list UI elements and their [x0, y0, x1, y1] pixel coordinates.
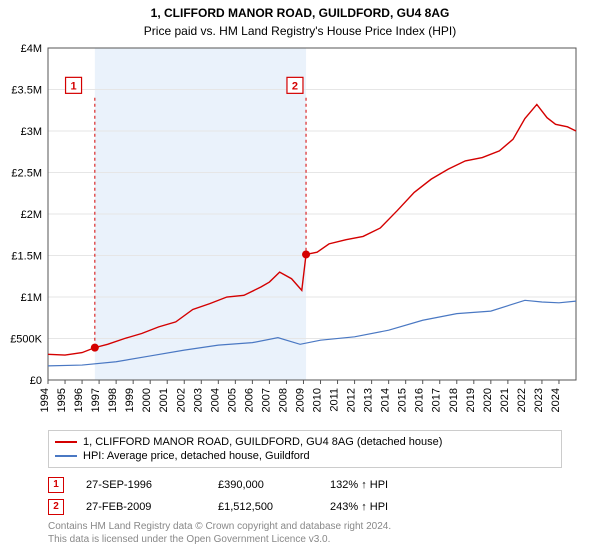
svg-text:£500K: £500K: [10, 334, 42, 346]
svg-text:2023: 2023: [533, 388, 545, 412]
svg-text:2016: 2016: [414, 388, 426, 412]
footer-line2: This data is licensed under the Open Gov…: [48, 533, 391, 546]
svg-text:2022: 2022: [516, 388, 528, 412]
svg-text:1996: 1996: [73, 388, 85, 412]
svg-text:2002: 2002: [175, 388, 187, 412]
tx-hpi: 132% ↑ HPI: [330, 479, 420, 491]
legend-swatch: [55, 441, 77, 443]
marker-badge: 2: [48, 499, 64, 515]
svg-text:£3.5M: £3.5M: [11, 85, 42, 97]
svg-text:2021: 2021: [499, 388, 511, 412]
footer-line1: Contains HM Land Registry data © Crown c…: [48, 520, 391, 533]
svg-text:2015: 2015: [397, 388, 409, 412]
table-row: 2 27-FEB-2009 £1,512,500 243% ↑ HPI: [48, 496, 420, 518]
svg-text:1997: 1997: [90, 388, 102, 412]
legend-swatch: [55, 455, 77, 457]
svg-text:£1M: £1M: [21, 292, 42, 304]
svg-text:2008: 2008: [277, 388, 289, 412]
svg-text:2017: 2017: [431, 388, 443, 412]
svg-text:£2M: £2M: [21, 209, 42, 221]
svg-text:2006: 2006: [243, 388, 255, 412]
svg-text:£4M: £4M: [21, 44, 42, 55]
tx-date: 27-SEP-1996: [86, 479, 196, 491]
chart: £0 £500K £1M £1.5M £2M £2.5M £3M £3.5M £4M 1994 19…: [0, 44, 600, 424]
legend-label: 1, CLIFFORD MANOR ROAD, GUILDFORD, GU4 8…: [83, 436, 442, 448]
tx-hpi: 243% ↑ HPI: [330, 501, 420, 513]
svg-text:2014: 2014: [380, 388, 392, 412]
table-row: 1 27-SEP-1996 £390,000 132% ↑ HPI: [48, 474, 420, 496]
legend-item: HPI: Average price, detached house, Guil…: [55, 449, 555, 463]
svg-text:£3M: £3M: [21, 126, 42, 138]
marker-badge: 1: [48, 477, 64, 493]
svg-text:2004: 2004: [209, 388, 221, 412]
svg-text:2009: 2009: [294, 388, 306, 412]
svg-text:2011: 2011: [329, 388, 341, 412]
title-line1: 1, CLIFFORD MANOR ROAD, GUILDFORD, GU4 8…: [0, 0, 600, 22]
svg-text:2020: 2020: [482, 388, 494, 412]
tx-price: £390,000: [218, 479, 308, 491]
title-line2: Price paid vs. HM Land Registry's House …: [0, 22, 600, 38]
svg-text:£2.5M: £2.5M: [11, 168, 42, 180]
svg-text:2019: 2019: [465, 388, 477, 412]
svg-text:2024: 2024: [550, 388, 562, 412]
svg-text:2003: 2003: [192, 388, 204, 412]
legend-label: HPI: Average price, detached house, Guil…: [83, 450, 310, 462]
chart-container: 1, CLIFFORD MANOR ROAD, GUILDFORD, GU4 8…: [0, 0, 600, 560]
svg-text:1998: 1998: [107, 388, 119, 412]
svg-text:2013: 2013: [363, 388, 375, 412]
legend-item: 1, CLIFFORD MANOR ROAD, GUILDFORD, GU4 8…: [55, 435, 555, 449]
svg-text:£1.5M: £1.5M: [11, 251, 42, 263]
tx-date: 27-FEB-2009: [86, 501, 196, 513]
svg-text:2005: 2005: [226, 388, 238, 412]
svg-text:1: 1: [70, 80, 76, 92]
svg-text:2001: 2001: [158, 388, 170, 412]
svg-text:2012: 2012: [346, 388, 358, 412]
svg-text:£0: £0: [30, 375, 42, 387]
legend: 1, CLIFFORD MANOR ROAD, GUILDFORD, GU4 8…: [48, 430, 562, 468]
svg-text:2010: 2010: [312, 388, 324, 412]
svg-text:1994: 1994: [39, 388, 51, 412]
svg-text:2007: 2007: [260, 388, 272, 412]
transaction-table: 1 27-SEP-1996 £390,000 132% ↑ HPI 2 27-F…: [48, 474, 420, 518]
tx-price: £1,512,500: [218, 501, 308, 513]
footer: Contains HM Land Registry data © Crown c…: [48, 520, 391, 546]
svg-text:2000: 2000: [141, 388, 153, 412]
svg-text:2018: 2018: [448, 388, 460, 412]
svg-text:1999: 1999: [124, 388, 136, 412]
svg-text:2: 2: [292, 80, 298, 92]
svg-text:1995: 1995: [56, 388, 68, 412]
